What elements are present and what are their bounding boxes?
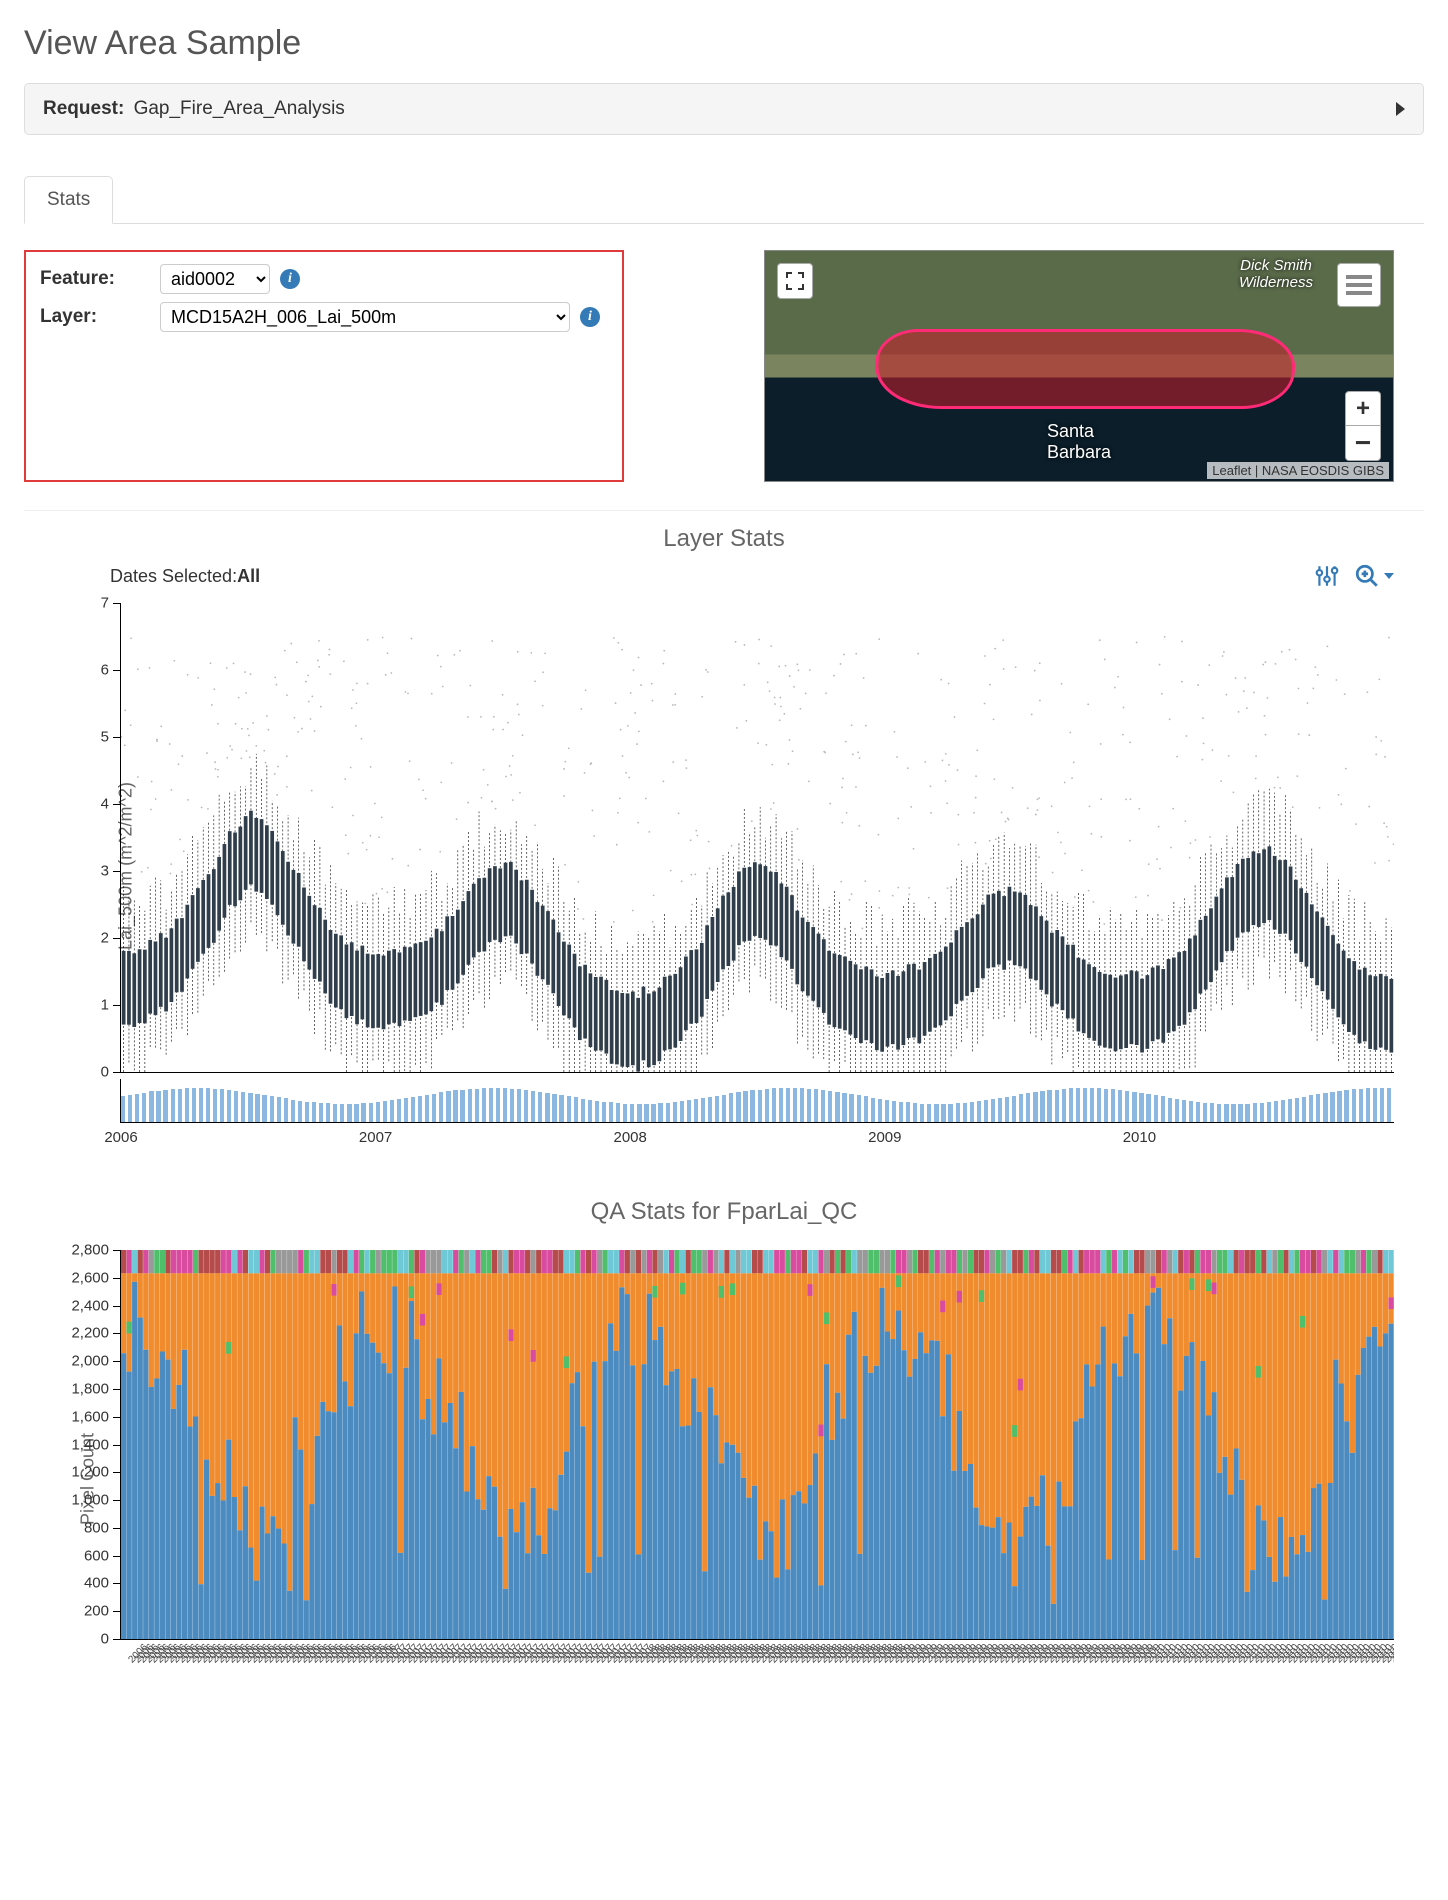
qa-stats-chart[interactable]: 02004006008001,0001,2001,4001,6001,8002,…: [120, 1250, 1394, 1640]
layer-select[interactable]: MCD15A2H_006_Lai_500m: [160, 302, 570, 332]
layer-stats-navigator[interactable]: 20062007200820092010: [120, 1079, 1394, 1123]
layers-icon[interactable]: [1337, 263, 1381, 307]
qa-stats-x-labels: 2006200620062006200620062006200620062006…: [120, 1642, 1394, 1702]
layer-label: Layer:: [40, 306, 160, 328]
map-attribution: Leaflet | NASA EOSDIS GIBS: [1207, 462, 1389, 479]
chevron-down-icon: [1384, 573, 1394, 579]
zoom-out-button[interactable]: −: [1345, 425, 1381, 461]
request-label: Request:: [43, 98, 124, 119]
page-title: View Area Sample: [24, 24, 1424, 63]
sliders-icon[interactable]: [1314, 563, 1340, 589]
chevron-right-icon: [1396, 102, 1405, 116]
dates-selected: Dates Selected:All: [110, 566, 260, 587]
qa-stats-title: QA Stats for FparLai_QC: [24, 1198, 1424, 1226]
map-label-dick-smith: Dick SmithWilderness: [1239, 257, 1313, 291]
fullscreen-icon[interactable]: [777, 263, 813, 299]
layer-stats-chart[interactable]: 01234567: [120, 603, 1394, 1073]
tab-stats[interactable]: Stats: [24, 176, 113, 224]
info-icon[interactable]: i: [280, 269, 300, 289]
selector-box: Feature: aid0002 i Layer: MCD15A2H_006_L…: [24, 250, 624, 482]
zoom-in-button[interactable]: +: [1345, 391, 1381, 427]
zoom-dropdown[interactable]: [1354, 563, 1394, 589]
feature-select[interactable]: aid0002: [160, 264, 270, 294]
map[interactable]: + − Dick SmithWilderness SantaBarbara Le…: [764, 250, 1394, 482]
map-label-santa-barbara: SantaBarbara: [1047, 421, 1111, 463]
request-panel[interactable]: Request: Gap_Fire_Area_Analysis: [24, 83, 1424, 135]
feature-label: Feature:: [40, 268, 160, 290]
request-value: Gap_Fire_Area_Analysis: [134, 98, 345, 119]
info-icon[interactable]: i: [580, 307, 600, 327]
fire-area-polygon: [872, 329, 1299, 409]
tabs: Stats: [24, 175, 1424, 224]
layer-stats-title: Layer Stats: [24, 525, 1424, 553]
